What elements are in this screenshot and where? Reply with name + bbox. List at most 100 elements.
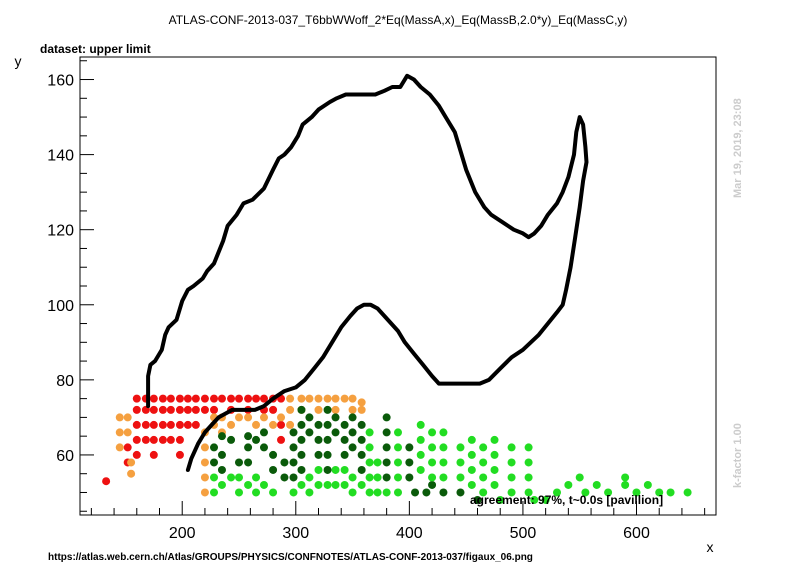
y-tick-label: 80 [56, 373, 74, 390]
data-point-red [132, 405, 141, 414]
data-point-red [166, 405, 175, 414]
data-point-darkgreen [348, 428, 357, 437]
data-point-darkgreen [314, 450, 323, 459]
data-point-red [227, 394, 236, 403]
data-point-orange [305, 394, 314, 403]
data-point-red [191, 420, 200, 429]
data-point-green [428, 473, 437, 482]
x-tick-label: 200 [169, 525, 196, 542]
data-point-green [490, 435, 499, 444]
data-point-green [235, 473, 243, 482]
data-point-orange [348, 405, 357, 414]
data-point-green [507, 473, 516, 482]
x-tick-label: 500 [510, 525, 537, 542]
data-point-green [394, 428, 402, 437]
data-point-darkgreen [348, 443, 357, 452]
data-point-darkgreen [473, 495, 482, 504]
y-axis-label: y [15, 53, 22, 69]
data-point-green [666, 488, 675, 497]
data-point-darkgreen [280, 473, 289, 482]
data-point-red [132, 420, 141, 429]
data-point-darkgreen [323, 420, 332, 429]
data-point-green [373, 458, 382, 467]
data-point-orange [323, 394, 332, 403]
data-point-red [149, 450, 158, 459]
data-point-green [305, 488, 314, 497]
data-point-darkgreen [314, 420, 323, 429]
data-point-darkgreen [259, 428, 268, 437]
data-point-green [524, 488, 533, 497]
data-point-red [132, 435, 141, 444]
data-point-green [365, 428, 374, 437]
data-point-green [439, 458, 448, 467]
data-point-darkgreen [340, 450, 349, 459]
data-point-red [244, 394, 253, 403]
timestamp-label: Mar 19, 2019, 23:08 [732, 98, 744, 198]
contour-line [146, 73, 589, 472]
data-point-darkgreen [323, 405, 332, 414]
data-point-green [490, 465, 499, 474]
data-point-darkgreen [269, 465, 278, 474]
data-point-green [365, 458, 374, 467]
exclusion-contour [146, 73, 589, 472]
data-point-orange [277, 413, 286, 422]
data-point-darkgreen [405, 443, 414, 452]
data-point-darkgreen [297, 405, 306, 414]
data-point-red [277, 435, 286, 444]
data-point-green [340, 480, 349, 489]
data-point-green [632, 488, 641, 497]
data-point-darkgreen [382, 428, 391, 437]
data-point-red [149, 405, 158, 414]
data-point-green [394, 458, 402, 467]
data-point-red [269, 405, 278, 414]
data-point-darkgreen [289, 473, 298, 482]
data-point-green [365, 488, 374, 497]
data-point-red [123, 443, 132, 452]
data-point-darkgreen [411, 488, 420, 497]
data-point-green [373, 488, 382, 497]
data-point-red [166, 435, 175, 444]
data-point-green [428, 443, 437, 452]
data-point-green [252, 473, 261, 482]
data-point-green [252, 488, 261, 497]
data-point-green [210, 488, 219, 497]
data-point-orange [227, 420, 236, 429]
data-point-darkgreen [235, 458, 243, 467]
chart-title: ATLAS-CONF-2013-037_T6bbWWoff_2*Eq(MassA… [169, 13, 628, 27]
data-point-darkgreen [331, 413, 340, 422]
data-point-darkgreen [289, 458, 298, 467]
data-point-red [175, 420, 184, 429]
data-point-green [394, 443, 402, 452]
data-point-green [490, 450, 499, 459]
data-point-darkgreen [456, 488, 465, 497]
data-point-red [183, 394, 192, 403]
data-point-red [132, 394, 141, 403]
data-point-orange [286, 405, 295, 414]
data-point-green [456, 443, 465, 452]
data-point-green [323, 480, 332, 489]
data-point-red [210, 405, 219, 414]
data-point-green [592, 480, 601, 489]
data-point-darkgreen [259, 443, 268, 452]
dataset-label: dataset: upper limit [40, 42, 151, 56]
data-point-green [289, 488, 298, 497]
data-point-orange [259, 413, 268, 422]
data-point-red [259, 394, 268, 403]
data-point-green [416, 450, 425, 459]
data-point-darkgreen [269, 450, 278, 459]
data-point-darkgreen [382, 458, 391, 467]
data-point-green [456, 473, 465, 482]
data-point-darkgreen [323, 435, 332, 444]
data-point-darkgreen [252, 435, 261, 444]
data-point-green [394, 473, 402, 482]
data-point-red [158, 394, 167, 403]
data-point-darkgreen [227, 435, 236, 444]
data-point-orange [297, 394, 306, 403]
data-point-red [252, 394, 261, 403]
data-point-green [643, 480, 652, 489]
data-point-green [217, 480, 226, 489]
data-point-green [340, 465, 349, 474]
data-point-orange [200, 458, 209, 467]
data-point-green [575, 473, 584, 482]
data-point-orange [115, 443, 124, 452]
